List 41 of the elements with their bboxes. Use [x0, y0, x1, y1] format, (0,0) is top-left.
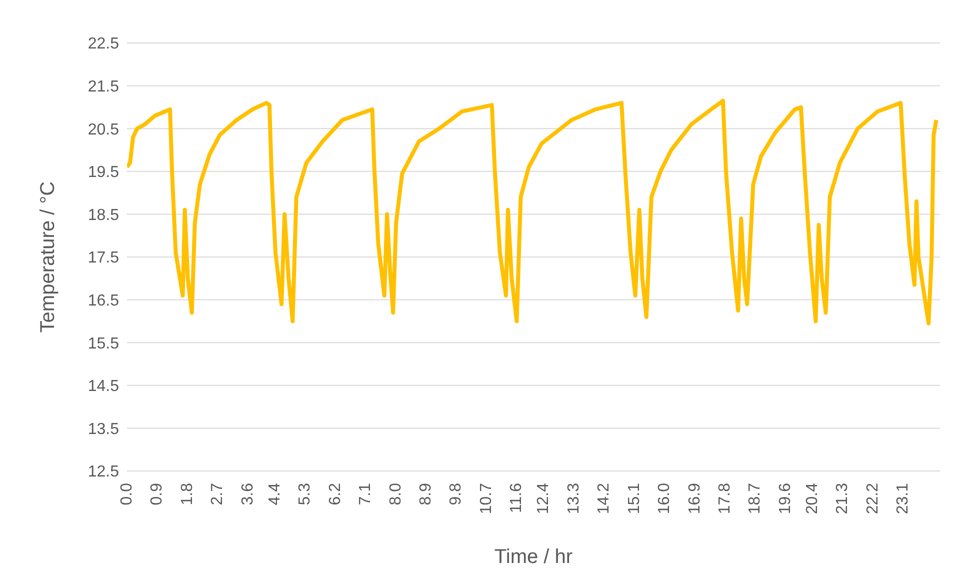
y-tick-label: 22.5 [88, 36, 120, 53]
x-tick-label: 14.2 [596, 482, 613, 514]
x-tick-label: 0.9 [148, 482, 166, 506]
x-tick-label: 20.4 [804, 482, 821, 514]
x-tick-label: 16.0 [656, 482, 674, 514]
x-tick-label: 5.3 [296, 482, 314, 506]
x-tick-label: 12.4 [535, 482, 552, 514]
y-tick-label: 17.5 [88, 250, 120, 267]
x-tick-label: 10.7 [478, 482, 495, 514]
x-tick-label: 8.0 [387, 482, 404, 506]
x-tick-label: 8.9 [417, 482, 434, 506]
y-tick-label: 16.5 [88, 292, 120, 310]
line-series [127, 98, 938, 326]
x-tick-label: 3.6 [239, 482, 256, 506]
y-tick-label: 20.5 [88, 121, 120, 138]
y-tick-label: 21.5 [88, 78, 120, 96]
y-tick-label: 15.5 [88, 335, 120, 352]
x-tick-label: 0.0 [118, 482, 136, 506]
x-tick-label: 6.2 [326, 482, 344, 506]
x-tick-label: 11.6 [508, 482, 526, 513]
x-tick-label: 17.8 [716, 482, 734, 514]
x-tick-label: 1.8 [178, 482, 196, 506]
x-tick-label: 19.6 [776, 482, 794, 514]
x-tick-label: 9.8 [448, 482, 465, 506]
y-tick-label: 18.5 [88, 206, 120, 224]
x-tick-label: 13.3 [565, 482, 582, 514]
x-tick-label: 16.9 [686, 482, 704, 514]
x-tick-label: 22.2 [864, 482, 882, 514]
x-tick-label: 18.7 [746, 482, 764, 514]
y-tick-label: 12.5 [88, 464, 120, 481]
x-tick-label: 21.3 [834, 482, 852, 514]
x-tick-label: 7.1 [357, 482, 374, 506]
x-tick-label: 15.1 [626, 482, 643, 514]
x-axis-title: Time / hr [494, 546, 573, 568]
y-tick-label: 19.5 [88, 164, 120, 182]
x-tick-label: 4.4 [266, 482, 284, 506]
y-axis-title: Temperature / °C [37, 181, 60, 333]
y-tick-label: 14.5 [88, 378, 120, 396]
x-tick-label: 23.1 [894, 482, 912, 514]
y-tick-label: 13.5 [88, 420, 120, 438]
x-tick-label: 2.7 [209, 482, 226, 506]
